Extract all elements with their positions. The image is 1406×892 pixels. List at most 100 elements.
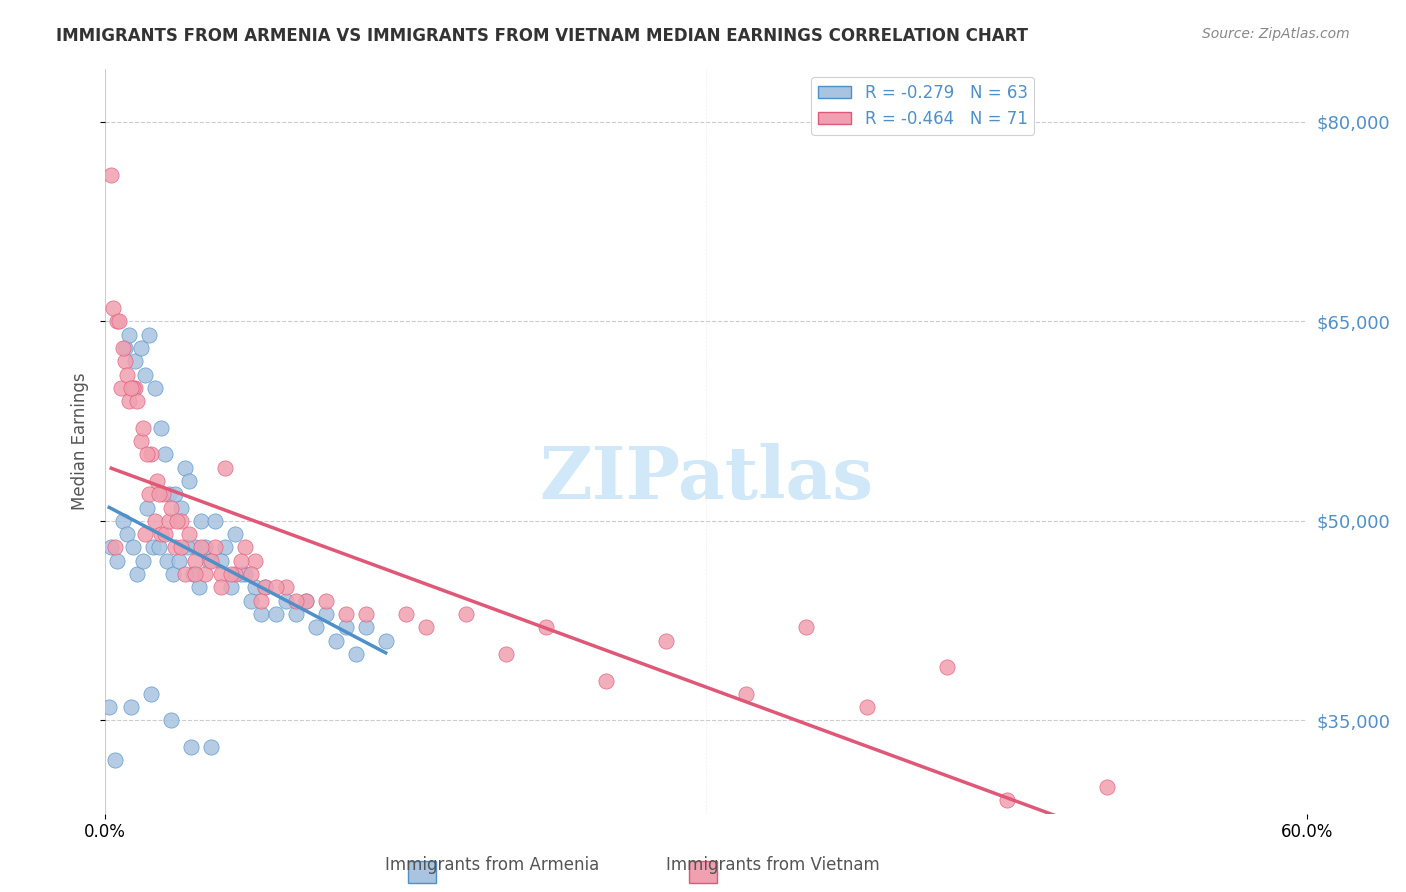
Point (138, 487, 160, 501)
Point (855, 700, 877, 714)
Point (214, 541, 236, 555)
Point (160, 714, 183, 728)
Point (274, 593, 297, 607)
Point (155, 447, 177, 461)
Point (120, 381, 142, 395)
Point (118, 327, 141, 342)
Y-axis label: Median Earnings: Median Earnings (72, 372, 89, 510)
Point (117, 368, 139, 382)
Point (120, 700, 142, 714)
Point (221, 581, 243, 595)
Point (141, 687, 163, 701)
Point (194, 541, 217, 555)
Point (165, 541, 187, 555)
Point (209, 554, 232, 568)
Point (162, 567, 184, 582)
Point (174, 460, 197, 475)
Point (235, 567, 257, 582)
Point (138, 327, 160, 342)
Point (108, 314, 131, 328)
Point (183, 567, 205, 582)
Point (200, 740, 222, 755)
Point (105, 554, 128, 568)
Point (142, 541, 165, 555)
Point (100, 168, 122, 182)
Point (315, 593, 337, 607)
Point (374, 633, 396, 648)
Point (655, 633, 678, 648)
Point (294, 593, 316, 607)
Point (274, 581, 297, 595)
Point (184, 541, 207, 555)
Point (124, 354, 146, 368)
Point (198, 554, 221, 568)
Point (152, 487, 174, 501)
Point (124, 381, 146, 395)
Point (155, 527, 177, 541)
Point (118, 394, 141, 409)
Point (224, 527, 246, 541)
Point (98, 700, 121, 714)
Point (735, 687, 758, 701)
Point (235, 541, 257, 555)
Point (190, 541, 212, 555)
Point (150, 421, 173, 435)
Point (103, 301, 125, 315)
Point (454, 607, 477, 621)
Point (104, 541, 127, 555)
Point (122, 381, 145, 395)
Point (100, 541, 122, 555)
Point (344, 647, 367, 661)
Point (112, 514, 135, 528)
Point (335, 620, 357, 634)
Point (127, 394, 149, 409)
Legend: R = -0.279   N = 63, R = -0.464   N = 71: R = -0.279 N = 63, R = -0.464 N = 71 (811, 77, 1035, 135)
Point (250, 607, 273, 621)
Point (415, 620, 437, 634)
Point (315, 607, 337, 621)
Point (157, 487, 180, 501)
Point (136, 447, 159, 461)
Point (209, 581, 232, 595)
Text: ZIPatlas: ZIPatlas (538, 442, 873, 514)
Text: Source: ZipAtlas.com: Source: ZipAtlas.com (1202, 27, 1350, 41)
Point (335, 607, 357, 621)
Point (110, 381, 132, 395)
Point (495, 647, 517, 661)
Point (129, 434, 152, 448)
Point (294, 593, 316, 607)
Point (179, 474, 201, 488)
Point (166, 514, 188, 528)
Point (112, 341, 135, 355)
Point (174, 567, 197, 582)
Point (304, 620, 326, 634)
Point (132, 554, 155, 568)
Point (395, 607, 418, 621)
Point (284, 607, 307, 621)
Point (157, 514, 180, 528)
Point (1095, 780, 1118, 794)
Point (114, 354, 136, 368)
Point (146, 474, 169, 488)
Point (224, 567, 246, 582)
Point (231, 554, 253, 568)
Point (245, 581, 267, 595)
Point (935, 660, 957, 674)
Point (221, 567, 243, 582)
Point (231, 567, 253, 582)
Point (117, 527, 139, 541)
Point (179, 527, 201, 541)
Point (104, 753, 127, 767)
Point (170, 500, 193, 515)
Point (180, 740, 202, 755)
Point (148, 541, 170, 555)
Text: IMMIGRANTS FROM ARMENIA VS IMMIGRANTS FROM VIETNAM MEDIAN EARNINGS CORRELATION C: IMMIGRANTS FROM ARMENIA VS IMMIGRANTS FR… (56, 27, 1028, 45)
Point (264, 581, 287, 595)
Point (170, 541, 193, 555)
Point (240, 567, 263, 582)
Point (194, 567, 217, 582)
Point (534, 620, 557, 634)
Point (129, 341, 152, 355)
Point (250, 593, 273, 607)
Point (141, 447, 163, 461)
